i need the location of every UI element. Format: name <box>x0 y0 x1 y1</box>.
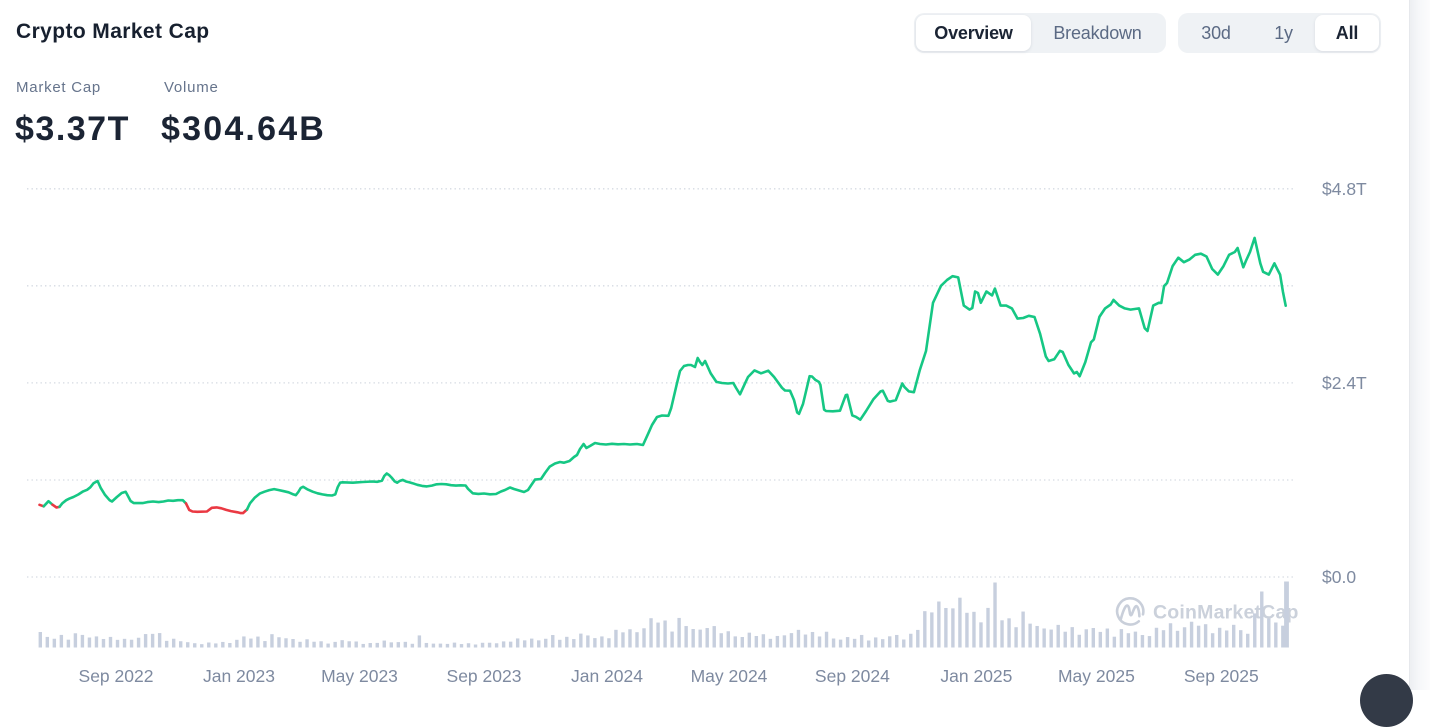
svg-text:Jan 2025: Jan 2025 <box>940 666 1012 686</box>
svg-text:CoinMarketCap: CoinMarketCap <box>1153 602 1299 624</box>
svg-text:Sep 2025: Sep 2025 <box>1184 666 1259 686</box>
svg-text:May 2023: May 2023 <box>321 666 398 686</box>
svg-text:Sep 2023: Sep 2023 <box>447 666 522 686</box>
svg-text:May 2025: May 2025 <box>1058 666 1135 686</box>
svg-text:Jan 2024: Jan 2024 <box>571 666 643 686</box>
svg-text:Jan 2023: Jan 2023 <box>203 666 275 686</box>
svg-text:May 2024: May 2024 <box>691 666 768 686</box>
svg-text:Sep 2024: Sep 2024 <box>815 666 890 686</box>
svg-text:Sep 2022: Sep 2022 <box>79 666 154 686</box>
svg-text:$2.4T: $2.4T <box>1322 373 1367 393</box>
svg-text:$0.0: $0.0 <box>1322 567 1356 587</box>
svg-text:$4.8T: $4.8T <box>1322 179 1367 199</box>
